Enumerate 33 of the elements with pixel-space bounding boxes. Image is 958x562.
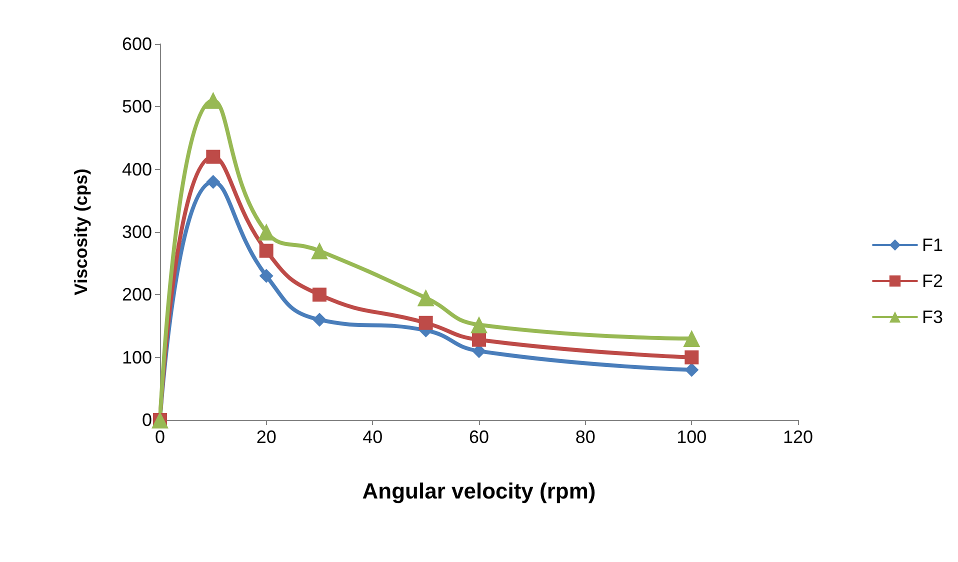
y-tick-label: 0	[142, 410, 152, 430]
x-tick-label: 0	[154, 427, 166, 447]
point	[472, 332, 486, 347]
x-tick-label: 40	[362, 427, 383, 447]
point	[312, 288, 326, 302]
legend-label: F2	[922, 271, 944, 291]
y-tick-label: 500	[122, 96, 152, 117]
point	[312, 312, 326, 327]
point	[470, 316, 488, 334]
x-tick-label: 120	[782, 427, 814, 447]
point	[206, 174, 220, 189]
legend-label: F1	[922, 235, 944, 255]
y-tick-label: 600	[122, 34, 152, 54]
point	[311, 242, 328, 260]
x-tick-label: 100	[676, 427, 707, 447]
x-tick-label: 60	[468, 427, 490, 447]
legend-label: F3	[922, 307, 944, 327]
y-tick-label: 300	[122, 222, 152, 242]
y-tick-label: 200	[122, 284, 152, 305]
point	[683, 330, 700, 348]
point	[259, 268, 274, 283]
y-axis-title: Viscosity (cps)	[71, 168, 91, 296]
x-tick-label: 20	[256, 427, 276, 447]
point	[259, 244, 274, 258]
point	[684, 350, 699, 364]
y-tick-label: 100	[122, 347, 152, 368]
point	[417, 289, 434, 306]
point	[206, 150, 220, 164]
point	[418, 316, 433, 330]
y-tick-label: 400	[122, 159, 152, 180]
x-tick-label: 80	[575, 427, 596, 447]
point	[684, 362, 699, 377]
x-axis-title: Angular velocity (rpm)	[362, 478, 596, 504]
